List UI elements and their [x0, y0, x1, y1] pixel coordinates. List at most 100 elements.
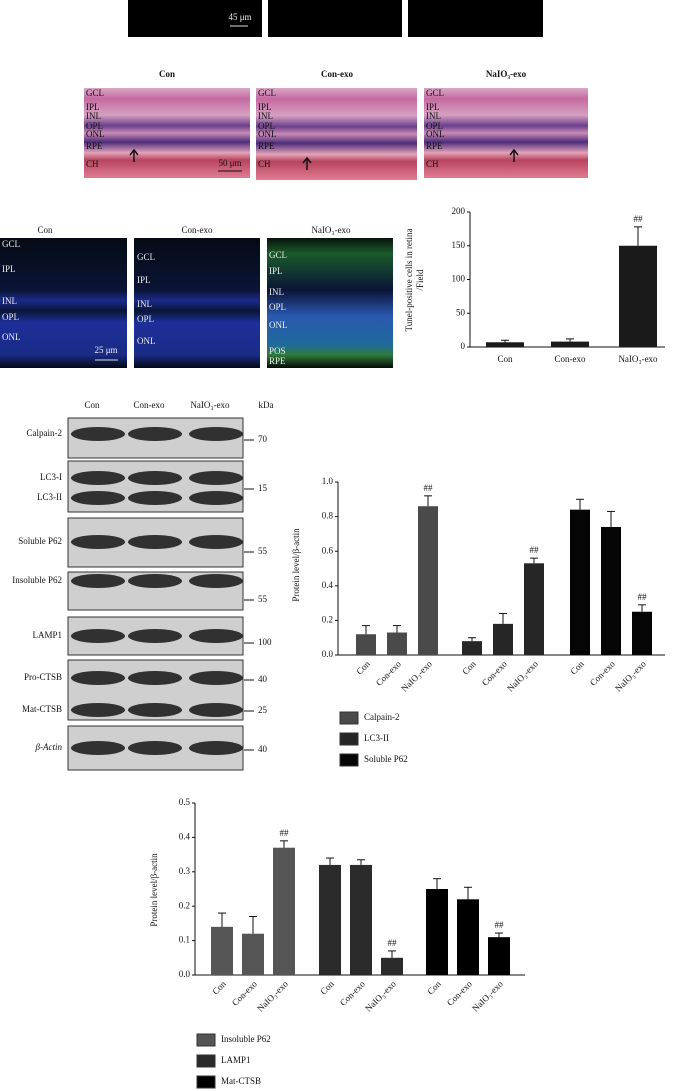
y-axis-label: /Field [415, 269, 425, 291]
x-tick-label: NaIO₃-exo [470, 978, 505, 1013]
kda-label: 100 [258, 637, 272, 647]
tunel-images [0, 238, 393, 368]
layer-label: INL [269, 287, 284, 297]
y-axis-label: Protein level/β-actin [149, 853, 159, 927]
annotation: ## [280, 828, 290, 838]
annotation: ## [495, 920, 505, 930]
legend-label: Calpain-2 [364, 712, 400, 722]
band [71, 671, 125, 685]
band [128, 491, 182, 505]
band [71, 741, 125, 755]
legend-swatch [196, 1033, 216, 1047]
layer-label: GCL [258, 88, 276, 98]
layer-label: GCL [426, 88, 444, 98]
layer-label: CH [258, 159, 271, 169]
y-tick-label: 0.2 [179, 900, 190, 910]
protein-label: Soluble P62 [18, 536, 62, 546]
western-blots [67, 417, 254, 771]
annotation: ## [634, 214, 644, 224]
y-tick-label: 0.4 [179, 831, 191, 841]
layer-label: IPL [269, 266, 283, 276]
annotation: ## [424, 483, 434, 493]
layer-label: INL [86, 111, 101, 121]
band [71, 471, 125, 485]
bar [524, 563, 544, 655]
panel-title: Con [37, 225, 53, 235]
top-images [128, 0, 543, 37]
band [189, 535, 243, 549]
bar [381, 957, 403, 975]
bar [486, 342, 524, 347]
x-tick-label: Con [318, 978, 336, 996]
y-tick-label: 0.2 [322, 614, 333, 624]
x-tick-label: Con-exo [338, 978, 367, 1007]
x-tick-label: NaIO₃-exo [363, 978, 398, 1013]
layer-label: OPL [269, 302, 286, 312]
band [71, 574, 125, 588]
layer-label: OPL [86, 121, 103, 131]
bar [493, 623, 513, 655]
x-tick-label: NaIO₃-exo [399, 658, 434, 693]
layer-label: ONL [86, 129, 105, 139]
layer-label: IPL [137, 275, 151, 285]
protein-label: LC3-I [40, 472, 62, 482]
band [71, 703, 125, 717]
bar [551, 341, 589, 347]
legend-swatch [339, 732, 359, 746]
layer-label: IPL [426, 102, 440, 112]
bar [418, 506, 438, 655]
layer-label: ONL [426, 129, 445, 139]
legend-swatch [196, 1054, 216, 1068]
band [189, 629, 243, 643]
kda-label: 15 [258, 483, 268, 493]
x-tick-label: Con [497, 354, 513, 364]
legend-label: LC3-II [364, 733, 389, 743]
y-tick-label: 0.3 [179, 866, 191, 876]
band [71, 535, 125, 549]
x-tick-label: Con [354, 658, 372, 676]
bar [319, 864, 341, 975]
protein-label: β-Actin [35, 742, 63, 752]
x-tick-label: NaIO₃-exo [505, 658, 540, 693]
kda-label: 40 [258, 674, 268, 684]
layer-label: RPE [269, 356, 286, 366]
bar [356, 634, 376, 655]
layer-label: INL [426, 111, 441, 121]
bar [211, 926, 233, 975]
layer-label: IPL [86, 102, 100, 112]
y-tick-label: 0.8 [322, 511, 334, 521]
band [71, 427, 125, 441]
y-tick-label: 0.0 [322, 649, 334, 659]
annotation: ## [388, 938, 398, 948]
legend-swatch [339, 711, 359, 725]
kda-label: 70 [258, 434, 268, 444]
band [71, 629, 125, 643]
bar [273, 847, 295, 975]
x-tick-label: Con-exo [555, 354, 586, 364]
x-tick-label: Con-exo [230, 978, 259, 1007]
protein-label: Insoluble P62 [12, 575, 62, 585]
layer-label: RPE [86, 141, 103, 151]
x-tick-label: Con [568, 658, 586, 676]
x-tick-label: Con [425, 978, 443, 996]
y-axis-label: Tunel-positive cells in retina [404, 229, 414, 332]
protein-label: LAMP1 [32, 630, 62, 640]
y-tick-label: 1.0 [322, 476, 334, 486]
scale-label: 50 μm [218, 158, 241, 168]
layer-label: OPL [137, 314, 154, 324]
x-tick-label: Con [210, 978, 228, 996]
band [189, 671, 243, 685]
bar [601, 526, 621, 655]
band [128, 629, 182, 643]
layer-label: CH [426, 159, 439, 169]
x-tick-label: Con-exo [445, 978, 474, 1007]
x-tick-label: Con-exo [374, 658, 403, 687]
layer-label: INL [2, 296, 17, 306]
band [189, 491, 243, 505]
legend-label: Mat-CTSB [221, 1076, 261, 1086]
layer-label: GCL [2, 239, 20, 249]
legend-label: Soluble P62 [364, 754, 408, 764]
scale-label: 45 μm [228, 12, 251, 22]
annotation: ## [530, 545, 540, 555]
layer-label: ONL [258, 129, 277, 139]
